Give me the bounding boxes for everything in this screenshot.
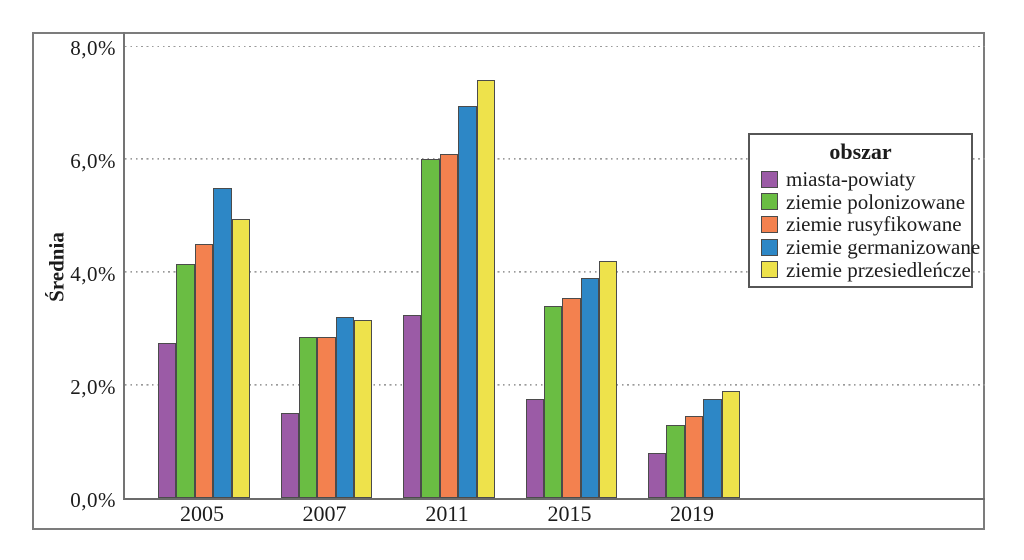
bar-ziemie-rusyfikowane-2007 bbox=[317, 337, 336, 498]
y-tick-label: 4,0% bbox=[70, 262, 116, 287]
bar-miasta-powiaty-2011 bbox=[403, 315, 422, 498]
y-tick-label: 8,0% bbox=[70, 36, 116, 61]
bar-group-2019 bbox=[648, 32, 740, 498]
bar-ziemie-germanizowane-2007 bbox=[335, 317, 355, 498]
bar-miasta-powiaty-2015 bbox=[525, 399, 544, 498]
bar-group-2005 bbox=[158, 32, 250, 498]
bar-group-2015 bbox=[525, 32, 618, 498]
legend-label: miasta-powiaty bbox=[786, 167, 916, 192]
bar-group-2011 bbox=[403, 32, 495, 498]
bar-ziemie-przesiedleńcze-2005 bbox=[231, 219, 250, 498]
bar-ziemie-przesiedleńcze-2011 bbox=[476, 80, 495, 498]
y-tick-label: 0,0% bbox=[70, 488, 116, 512]
legend-item-ziemie-polonizowane: ziemie polonizowane bbox=[750, 191, 971, 214]
gridline-8pct bbox=[125, 45, 985, 48]
legend-swatch-icon bbox=[761, 261, 778, 279]
legend-label: ziemie polonizowane bbox=[786, 189, 966, 214]
legend-title: obszar bbox=[829, 139, 892, 164]
bar-ziemie-rusyfikowane-2015 bbox=[562, 298, 581, 498]
legend-label: ziemie rusyfikowane bbox=[786, 212, 962, 237]
legend-label: ziemie germanizowane bbox=[786, 235, 981, 260]
bar-ziemie-rusyfikowane-2019 bbox=[684, 416, 704, 498]
bar-ziemie-polonizowane-2019 bbox=[666, 425, 685, 498]
bar-ziemie-germanizowane-2019 bbox=[703, 399, 722, 498]
legend-swatch-icon bbox=[761, 215, 778, 233]
legend: obszar miasta-powiaty ziemie polonizowane… bbox=[748, 133, 980, 288]
bar-ziemie-polonizowane-2011 bbox=[421, 159, 440, 498]
x-tick-label-2019: 2019 bbox=[670, 501, 714, 526]
bar-ziemie-rusyfikowane-2005 bbox=[194, 244, 214, 498]
legend-item-ziemie-rusyfikowane: ziemie rusyfikowane bbox=[750, 213, 971, 236]
bar-ziemie-germanizowane-2015 bbox=[580, 278, 600, 498]
bar-miasta-powiaty-2019 bbox=[648, 453, 667, 498]
bar-ziemie-germanizowane-2011 bbox=[458, 106, 477, 498]
x-tick-label-2007: 2007 bbox=[302, 501, 347, 526]
gridline-4pct bbox=[125, 271, 985, 274]
bar-ziemie-germanizowane-2005 bbox=[213, 188, 232, 498]
bar-ziemie-rusyfikowane-2011 bbox=[439, 154, 459, 498]
bar-ziemie-polonizowane-2015 bbox=[543, 306, 563, 498]
x-tick-label-2011: 2011 bbox=[425, 501, 469, 526]
legend-label: ziemie przesiedleńcze bbox=[786, 257, 971, 282]
x-tick-label-2005: 2005 bbox=[180, 501, 224, 526]
bar-miasta-powiaty-2007 bbox=[280, 413, 299, 498]
bar-ziemie-przesiedleńcze-2019 bbox=[721, 391, 740, 498]
x-tick-label-2015: 2015 bbox=[547, 501, 592, 526]
plot-area bbox=[123, 32, 985, 500]
legend-swatch-icon bbox=[761, 193, 778, 211]
bar-ziemie-polonizowane-2005 bbox=[176, 264, 195, 498]
legend-items: miasta-powiaty ziemie polonizowane ziemie … bbox=[750, 168, 980, 281]
gridline-6pct bbox=[125, 158, 985, 161]
legend-item-ziemie-przesiedleńcze: ziemie przesiedleńcze bbox=[750, 258, 971, 281]
bar-miasta-powiaty-2005 bbox=[158, 343, 177, 498]
bar-ziemie-przesiedleńcze-2015 bbox=[599, 261, 618, 498]
legend-swatch-icon bbox=[761, 170, 778, 188]
y-tick-label: 2,0% bbox=[70, 375, 116, 400]
legend-item-ziemie-germanizowane: ziemie germanizowane bbox=[750, 236, 980, 259]
y-tick-label: 6,0% bbox=[70, 149, 116, 174]
legend-item-miasta-powiaty: miasta-powiaty bbox=[750, 168, 971, 191]
legend-swatch-icon bbox=[761, 238, 778, 256]
bar-ziemie-polonizowane-2007 bbox=[298, 337, 318, 498]
bar-ziemie-przesiedleńcze-2007 bbox=[354, 320, 373, 498]
bar-group-2007 bbox=[280, 32, 373, 498]
